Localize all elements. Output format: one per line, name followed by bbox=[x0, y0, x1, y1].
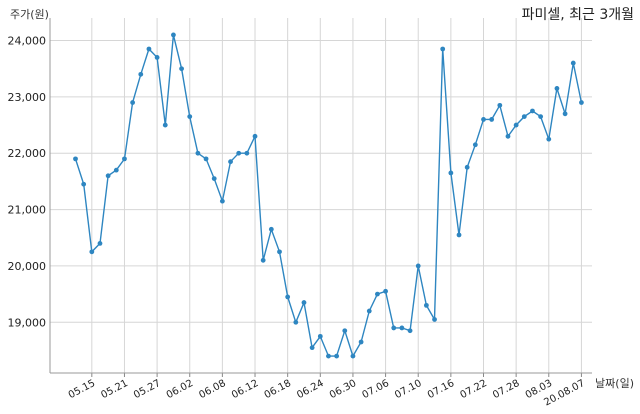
data-point bbox=[570, 60, 576, 66]
y-tick-label: 21,000 bbox=[8, 204, 47, 217]
data-point bbox=[440, 46, 446, 52]
data-point bbox=[358, 339, 364, 345]
data-point bbox=[105, 173, 111, 179]
data-point bbox=[415, 263, 421, 269]
data-point bbox=[342, 328, 348, 334]
data-point bbox=[350, 353, 356, 359]
data-point bbox=[399, 325, 405, 331]
data-point bbox=[113, 167, 119, 173]
data-point bbox=[530, 108, 535, 114]
x-tick-label: 05.21 bbox=[99, 378, 129, 401]
data-point bbox=[81, 181, 87, 187]
data-point bbox=[130, 100, 136, 105]
x-tick-label: 06.02 bbox=[165, 378, 195, 401]
x-tick-label: 07.22 bbox=[458, 378, 488, 401]
data-point bbox=[154, 55, 160, 60]
x-tick-label: 07.06 bbox=[361, 378, 391, 401]
data-point bbox=[162, 122, 168, 128]
data-point bbox=[554, 86, 560, 91]
data-point bbox=[171, 32, 176, 38]
data-point bbox=[489, 117, 495, 122]
data-point bbox=[179, 66, 184, 72]
data-point bbox=[277, 249, 282, 255]
data-point bbox=[97, 240, 103, 246]
data-point bbox=[187, 114, 193, 120]
data-point bbox=[497, 102, 503, 108]
data-point bbox=[326, 353, 331, 359]
data-point bbox=[375, 291, 380, 297]
x-tick-label: 06.24 bbox=[295, 378, 325, 401]
data-point bbox=[293, 319, 299, 325]
data-point bbox=[407, 328, 413, 334]
y-tick-label: 24,000 bbox=[8, 35, 47, 48]
data-point bbox=[579, 100, 584, 105]
data-point bbox=[73, 156, 78, 162]
data-point bbox=[219, 198, 225, 204]
data-point bbox=[472, 142, 478, 148]
data-point bbox=[211, 176, 217, 181]
data-point bbox=[423, 302, 429, 308]
data-point bbox=[244, 150, 250, 156]
x-tick-label: 06.30 bbox=[328, 378, 358, 401]
data-point bbox=[138, 71, 144, 77]
x-tick-label: 07.10 bbox=[393, 378, 423, 401]
data-point bbox=[236, 150, 242, 156]
data-point bbox=[195, 150, 201, 156]
data-point bbox=[203, 156, 209, 162]
data-point bbox=[317, 333, 323, 339]
x-tick-label: 06.18 bbox=[263, 378, 293, 401]
data-point bbox=[122, 156, 127, 162]
x-tick-label: 05.27 bbox=[132, 378, 162, 401]
data-point bbox=[505, 133, 511, 139]
data-point bbox=[146, 46, 152, 52]
data-point bbox=[301, 300, 307, 305]
data-point bbox=[228, 159, 233, 165]
data-point bbox=[252, 133, 258, 139]
y-tick-label: 20,000 bbox=[8, 260, 47, 273]
data-point bbox=[366, 308, 372, 314]
data-point bbox=[562, 111, 568, 117]
data-point bbox=[521, 114, 527, 120]
data-point bbox=[260, 257, 266, 263]
data-point bbox=[448, 170, 454, 176]
price-line bbox=[74, 34, 583, 358]
data-point bbox=[481, 117, 486, 122]
data-point bbox=[268, 226, 274, 232]
y-tick-label: 19,000 bbox=[8, 316, 47, 329]
data-point bbox=[89, 249, 95, 255]
data-point bbox=[432, 317, 437, 322]
x-tick-label: 07.16 bbox=[426, 378, 456, 401]
x-tick-label: 05.15 bbox=[67, 378, 97, 401]
data-point bbox=[309, 345, 315, 351]
x-tick-label: 06.08 bbox=[197, 378, 227, 401]
data-point bbox=[538, 114, 544, 120]
y-tick-label: 23,000 bbox=[8, 91, 47, 104]
data-point bbox=[456, 232, 462, 238]
chart-title: 파미셀, 최근 3개월 bbox=[521, 7, 634, 23]
data-point bbox=[546, 136, 552, 142]
data-point bbox=[464, 164, 470, 170]
x-tick-label: 07.28 bbox=[491, 378, 521, 401]
y-axis-unit-label: 주가(원) bbox=[10, 8, 49, 21]
x-tick-label: 06.12 bbox=[230, 378, 260, 401]
x-axis-unit-label: 날짜(일) bbox=[595, 377, 634, 390]
data-point bbox=[334, 353, 340, 359]
data-point bbox=[391, 325, 397, 331]
data-point bbox=[285, 294, 291, 300]
y-tick-label: 22,000 bbox=[8, 147, 47, 160]
data-point bbox=[383, 288, 388, 294]
data-point bbox=[513, 122, 519, 128]
